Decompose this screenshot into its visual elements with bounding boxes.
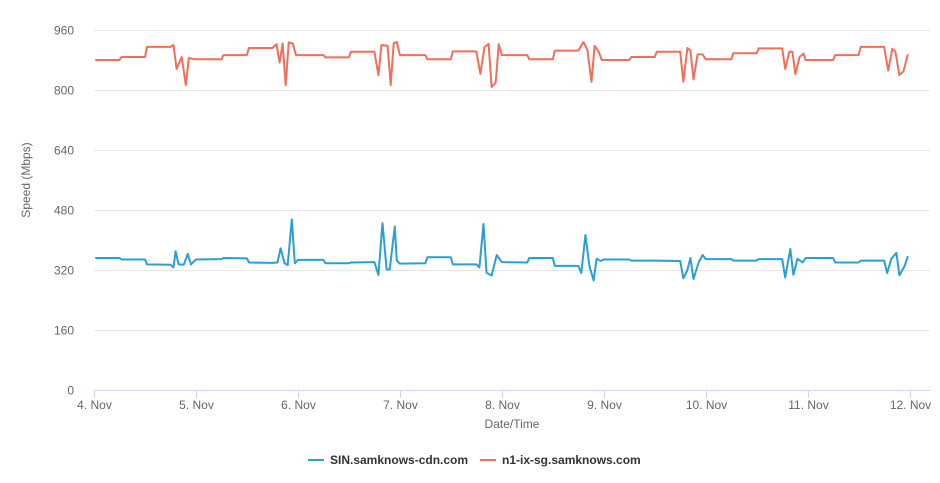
series-line-2[interactable] bbox=[95, 41, 909, 88]
y-tick-label: 960 bbox=[54, 24, 74, 38]
x-tick-label: 4. Nov bbox=[77, 398, 112, 412]
x-axis-title: Date/Time bbox=[485, 417, 540, 431]
x-tick-label: 5. Nov bbox=[179, 398, 214, 412]
grid bbox=[94, 30, 930, 331]
y-tick-label: 480 bbox=[54, 204, 74, 218]
axes: 0 160 320 480 640 800 960 4. Nov 5. Nov 6. Nov 7. … bbox=[54, 24, 931, 413]
y-tick-label: 800 bbox=[54, 84, 74, 98]
x-tick-label: 12. Nov bbox=[890, 398, 931, 412]
legend-label: n1-ix-sg.samknows.com bbox=[502, 453, 641, 467]
y-tick-label: 320 bbox=[54, 264, 74, 278]
y-tick-label: 0 bbox=[67, 384, 74, 398]
x-tick-label: 9. Nov bbox=[587, 398, 622, 412]
x-tick-label: 8. Nov bbox=[485, 398, 520, 412]
legend-label: SIN.samknows-cdn.com bbox=[330, 453, 468, 467]
x-tick-label: 11. Nov bbox=[788, 398, 828, 412]
y-axis-title: Speed (Mbps) bbox=[19, 142, 33, 217]
x-tick-label: 7. Nov bbox=[383, 398, 418, 412]
series-line-1[interactable] bbox=[95, 218, 909, 282]
series-lines bbox=[95, 41, 909, 282]
x-tick-label: 6. Nov bbox=[281, 398, 316, 412]
y-tick-label: 160 bbox=[54, 324, 74, 338]
legend-item[interactable]: SIN.samknows-cdn.com bbox=[308, 453, 468, 467]
legend-item[interactable]: n1-ix-sg.samknows.com bbox=[480, 453, 641, 467]
x-tick-label: 10. Nov bbox=[686, 398, 727, 412]
y-tick-label: 640 bbox=[54, 144, 74, 158]
legend[interactable]: SIN.samknows-cdn.com n1-ix-sg.samknows.co… bbox=[308, 453, 641, 467]
